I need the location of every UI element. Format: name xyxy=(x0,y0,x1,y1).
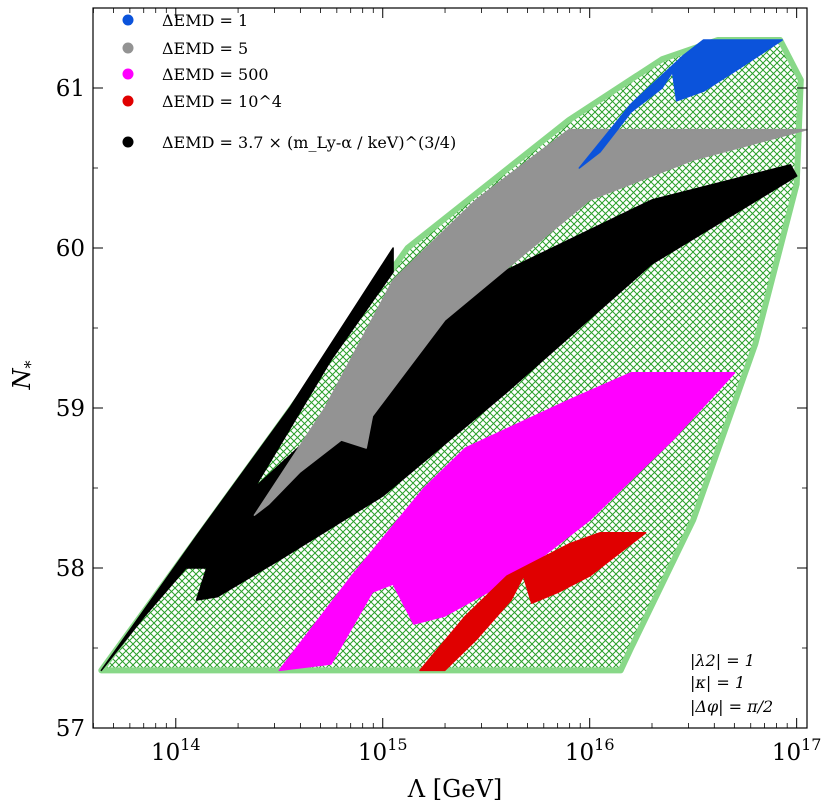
legend-label: ΔEMD = 3.7 × (m_Ly-α / keV)^(3/4) xyxy=(162,133,456,152)
y-tick-label: 59 xyxy=(56,396,85,422)
y-axis-label: N* xyxy=(8,361,40,391)
annotation-lambda2: |λ2| = 1 xyxy=(690,651,755,670)
legend-marker xyxy=(122,68,134,80)
x-tick-label: 1016 xyxy=(565,735,615,766)
x-tick-label: 1015 xyxy=(358,735,408,766)
y-tick-label: 60 xyxy=(56,236,85,262)
plot-frame xyxy=(92,7,808,729)
x-tick-label: 1017 xyxy=(772,735,822,766)
legend-label: ΔEMD = 10^4 xyxy=(162,92,282,111)
plot-area xyxy=(98,37,808,674)
series-region-3 xyxy=(419,532,647,672)
y-tick-label: 61 xyxy=(56,76,85,102)
annotation-kappa: |κ| = 1 xyxy=(690,673,745,692)
legend-label: ΔEMD = 1 xyxy=(162,11,248,30)
annotation-delta-phi: |Δφ| = π/2 xyxy=(690,697,773,716)
legend-marker xyxy=(122,14,134,26)
parameter-annotations: |λ2| = 1 |κ| = 1 |Δφ| = π/2 xyxy=(690,651,773,716)
axis-ticks: 1014 1015 1016 1017 57 58 59 60 61 xyxy=(56,7,822,766)
legend-label: ΔEMD = 500 xyxy=(162,65,269,84)
x-tick-label: 1014 xyxy=(151,735,201,766)
legend: ΔEMD = 1 ΔEMD = 5 ΔEMD = 500 ΔEMD = 10^4 ΔEM… xyxy=(122,11,456,152)
x-axis-label: Λ [GeV] xyxy=(407,775,502,803)
y-tick-label: 57 xyxy=(56,716,85,742)
legend-label: ΔEMD = 5 xyxy=(162,39,248,58)
legend-marker xyxy=(122,95,134,107)
legend-marker xyxy=(122,136,134,148)
y-tick-label: 58 xyxy=(56,556,85,582)
series-region-4 xyxy=(578,39,783,169)
series-region-1 xyxy=(253,128,808,516)
legend-marker xyxy=(122,42,134,54)
series-region-0 xyxy=(100,164,798,672)
series-region-2 xyxy=(278,372,736,672)
